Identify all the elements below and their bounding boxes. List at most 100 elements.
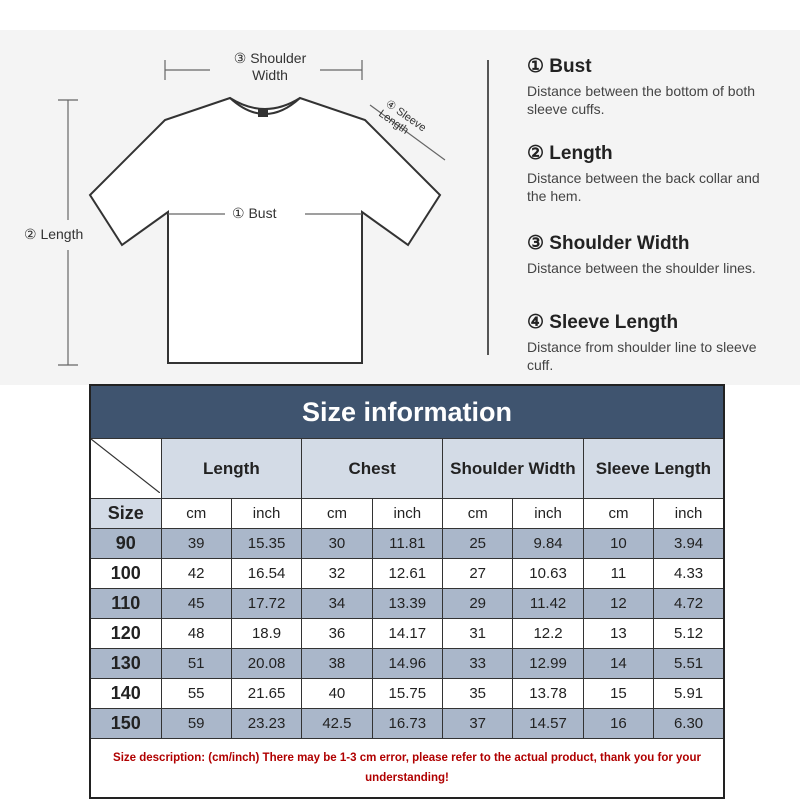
column-header-shoulder: Shoulder Width: [442, 438, 584, 499]
value-cell: 17.72: [230, 588, 303, 619]
value-cell: 14.96: [371, 648, 444, 679]
unit-cell: cm: [441, 498, 514, 529]
value-cell: 35: [441, 678, 514, 709]
unit-cell: inch: [512, 498, 584, 529]
table-title: Size information: [89, 384, 725, 439]
size-cell: 130: [89, 648, 162, 679]
value-cell: 51: [160, 648, 232, 679]
value-cell: 18.9: [230, 618, 303, 649]
size-header: Size: [89, 498, 162, 529]
value-cell: 14: [582, 648, 655, 679]
legend-desc: Distance between the shoulder lines.: [527, 260, 756, 276]
value-cell: 48: [160, 618, 232, 649]
size-table: Size information Length Chest Shoulder W…: [89, 384, 725, 799]
value-cell: 10.63: [512, 558, 584, 589]
value-cell: 15.35: [230, 528, 303, 559]
size-diagram: ③ Shoulder Width ① Bust ② Length ④ Sleev…: [0, 30, 800, 385]
value-cell: 29: [441, 588, 514, 619]
unit-cell: cm: [301, 498, 373, 529]
value-cell: 42: [160, 558, 232, 589]
table-row: 90 39 15.35 30 11.81 25 9.84 10 3.94: [89, 528, 725, 559]
value-cell: 16.73: [371, 708, 444, 739]
table-row: 130 51 20.08 38 14.96 33 12.99 14 5.51: [89, 648, 725, 679]
value-cell: 14.57: [512, 708, 584, 739]
diagonal-corner-cell: [89, 438, 162, 499]
value-cell: 12.2: [512, 618, 584, 649]
value-cell: 38: [301, 648, 373, 679]
value-cell: 12: [582, 588, 655, 619]
value-cell: 37: [441, 708, 514, 739]
value-cell: 13: [582, 618, 655, 649]
value-cell: 30: [301, 528, 373, 559]
value-cell: 21.65: [230, 678, 303, 709]
value-cell: 11: [582, 558, 655, 589]
table-row: 150 59 23.23 42.5 16.73 37 14.57 16 6.30: [89, 708, 725, 739]
value-cell: 36: [301, 618, 373, 649]
diagonal-line: [90, 438, 161, 494]
size-cell: 110: [89, 588, 162, 619]
table-row: 110 45 17.72 34 13.39 29 11.42 12 4.72: [89, 588, 725, 619]
value-cell: 16: [582, 708, 655, 739]
value-cell: 14.17: [371, 618, 444, 649]
value-cell: 9.84: [512, 528, 584, 559]
bust-label: ① Bust: [232, 205, 277, 221]
size-cell: 120: [89, 618, 162, 649]
value-cell: 34: [301, 588, 373, 619]
legend-title: ② Length: [527, 143, 613, 164]
value-cell: 33: [441, 648, 514, 679]
value-cell: 16.54: [230, 558, 303, 589]
value-cell: 45: [160, 588, 232, 619]
value-cell: 12.99: [512, 648, 584, 679]
size-cell: 150: [89, 708, 162, 739]
legend-title: ① Bust: [527, 56, 592, 77]
value-cell: 40: [301, 678, 373, 709]
value-cell: 13.39: [371, 588, 444, 619]
value-cell: 23.23: [230, 708, 303, 739]
column-header-sleeve: Sleeve Length: [582, 438, 725, 499]
unit-cell: inch: [230, 498, 303, 529]
value-cell: 20.08: [230, 648, 303, 679]
legend-desc: Distance from shoulder line to sleeve cu…: [527, 339, 757, 373]
value-cell: 5.51: [653, 648, 725, 679]
legend-bust: ① Bust Distance between the bottom of bot…: [527, 55, 777, 118]
value-cell: 42.5: [301, 708, 373, 739]
value-cell: 4.33: [653, 558, 725, 589]
table-row: 140 55 21.65 40 15.75 35 13.78 15 5.91: [89, 678, 725, 709]
legend-title: ③ Shoulder Width: [527, 233, 690, 254]
size-note: Size description: (cm/inch) There may be…: [89, 738, 725, 799]
size-cell: 140: [89, 678, 162, 709]
value-cell: 15.75: [371, 678, 444, 709]
legend-desc: Distance between the bottom of both slee…: [527, 83, 756, 117]
tshirt-illustration: [58, 60, 489, 366]
value-cell: 11.42: [512, 588, 584, 619]
value-cell: 32: [301, 558, 373, 589]
value-cell: 4.72: [653, 588, 725, 619]
unit-cell: inch: [653, 498, 725, 529]
column-header-length: Length: [160, 438, 303, 499]
value-cell: 27: [441, 558, 514, 589]
value-cell: 39: [160, 528, 232, 559]
table-row: 120 48 18.9 36 14.17 31 12.2 13 5.12: [89, 618, 725, 649]
legend-sleeve: ④ Sleeve Length Distance from shoulder li…: [527, 311, 777, 374]
legend-title: ④ Sleeve Length: [527, 312, 679, 333]
table-row: 100 42 16.54 32 12.61 27 10.63 11 4.33: [89, 558, 725, 589]
unit-cell: cm: [160, 498, 232, 529]
units-row: Size cm inch cm inch cm inch cm inch: [89, 498, 725, 529]
value-cell: 3.94: [653, 528, 725, 559]
legend-desc: Distance between the back collar and the…: [527, 170, 760, 204]
legend-shoulder: ③ Shoulder Width Distance between the sho…: [527, 232, 777, 277]
value-cell: 5.12: [653, 618, 725, 649]
size-cell: 90: [89, 528, 162, 559]
unit-cell: inch: [371, 498, 444, 529]
value-cell: 5.91: [653, 678, 725, 709]
value-cell: 6.30: [653, 708, 725, 739]
value-cell: 10: [582, 528, 655, 559]
value-cell: 11.81: [371, 528, 444, 559]
column-header-chest: Chest: [301, 438, 443, 499]
legend-length: ② Length Distance between the back collar…: [527, 142, 777, 205]
value-cell: 12.61: [371, 558, 444, 589]
unit-cell: cm: [582, 498, 655, 529]
size-cell: 100: [89, 558, 162, 589]
value-cell: 55: [160, 678, 232, 709]
value-cell: 25: [441, 528, 514, 559]
